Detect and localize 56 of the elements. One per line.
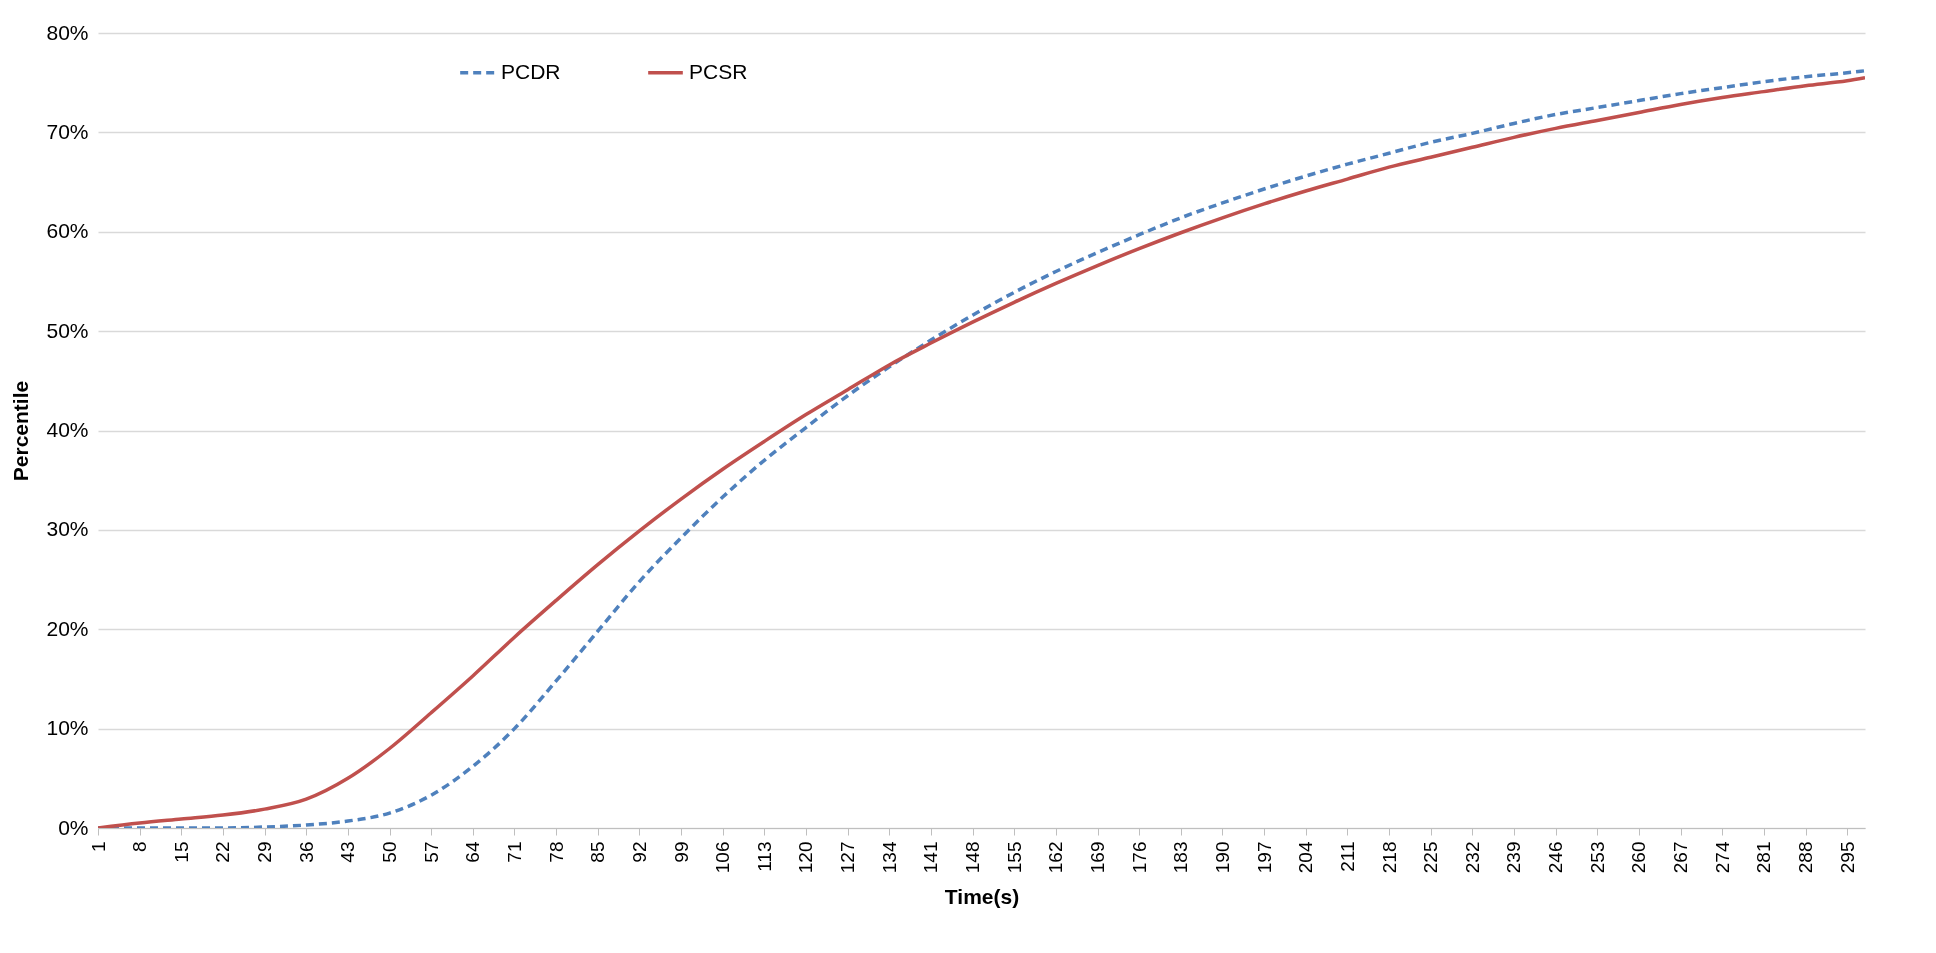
x-tick-label: 141: [920, 841, 942, 874]
x-tick-label: 29: [254, 841, 276, 863]
x-tick-label: 190: [1211, 841, 1233, 874]
x-tick-label: 57: [420, 841, 442, 863]
x-tick-label: 134: [878, 841, 900, 874]
legend-label: PCSR: [689, 59, 748, 83]
x-tick-label: 211: [1336, 841, 1358, 872]
x-tick-label: 43: [337, 841, 359, 863]
x-tick-label: 232: [1461, 841, 1483, 874]
x-tick-label: 225: [1420, 841, 1442, 874]
x-axis-title: Time(s): [944, 885, 1020, 909]
x-tick-label: 281: [1753, 841, 1775, 874]
x-tick-label: 260: [1628, 841, 1650, 874]
y-axis-title: Percentile: [9, 380, 33, 482]
x-tick-label: 8: [129, 841, 151, 853]
x-tick-label: 99: [670, 841, 692, 863]
x-tick-label: 15: [170, 841, 192, 863]
x-tick-label: 155: [1003, 841, 1025, 874]
x-tick-label: 267: [1670, 841, 1692, 874]
x-tick-label: 239: [1503, 841, 1525, 874]
x-tick-label: 36: [295, 841, 317, 863]
x-tick-label: 197: [1253, 841, 1275, 874]
x-tick-label: 162: [1045, 841, 1067, 874]
y-tick-label: 40%: [46, 418, 89, 441]
legend-label: PCDR: [501, 59, 561, 83]
y-tick-label: 50%: [46, 318, 89, 342]
x-tick-label: 246: [1545, 841, 1567, 874]
x-tick-label: 127: [837, 841, 859, 874]
x-tick-label: 50: [379, 841, 401, 863]
x-tick-label: 78: [545, 841, 567, 863]
x-tick-label: 204: [1295, 841, 1317, 874]
x-tick-label: 295: [1836, 841, 1858, 874]
x-tick-label: 218: [1378, 841, 1400, 874]
x-tick-label: 183: [1170, 841, 1192, 874]
y-tick-label: 10%: [46, 716, 89, 740]
y-tick-label: 80%: [46, 20, 89, 44]
x-tick-label: 1: [87, 841, 109, 853]
x-tick-label: 120: [795, 841, 817, 874]
x-tick-label: 85: [587, 841, 609, 863]
y-tick-label: 60%: [46, 219, 89, 243]
x-tick-label: 71: [503, 841, 525, 863]
x-tick-label: 288: [1795, 841, 1817, 874]
x-tick-label: 253: [1586, 841, 1608, 874]
x-tick-label: 169: [1087, 841, 1109, 874]
x-tick-label: 22: [212, 841, 234, 863]
y-tick-label: 20%: [46, 616, 89, 640]
y-tick-label: 0%: [58, 815, 89, 839]
x-tick-label: 64: [462, 841, 484, 863]
y-tick-label: 70%: [46, 119, 89, 143]
x-tick-label: 274: [1711, 841, 1733, 874]
y-tick-label: 30%: [46, 517, 89, 541]
x-tick-label: 113: [753, 841, 775, 872]
x-tick-label: 92: [628, 841, 650, 863]
x-tick-label: 176: [1128, 841, 1150, 874]
x-tick-label: 106: [712, 841, 734, 874]
x-tick-label: 148: [962, 841, 984, 874]
